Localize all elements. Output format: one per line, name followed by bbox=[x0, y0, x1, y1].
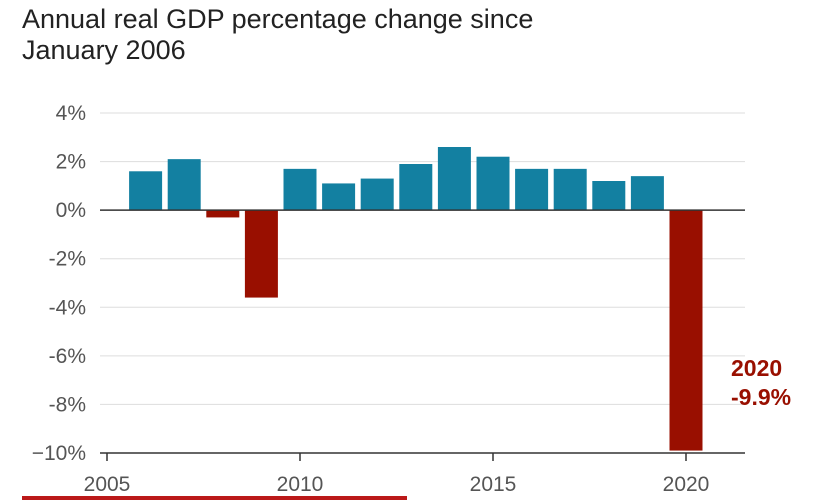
y-tick-label: 0% bbox=[56, 199, 86, 222]
accent-underline bbox=[22, 496, 407, 500]
bar-2016 bbox=[515, 168, 549, 211]
x-tick-label: 2020 bbox=[663, 473, 710, 496]
bar-2007 bbox=[167, 159, 201, 211]
y-tick-label: −10% bbox=[32, 442, 86, 465]
bar-2020 bbox=[669, 210, 703, 451]
bar-2012 bbox=[360, 178, 394, 211]
y-tick-label: -8% bbox=[49, 393, 86, 416]
x-axis-ticks: 2005 2010 2015 2020 bbox=[84, 453, 710, 496]
x-tick-label: 2010 bbox=[277, 473, 324, 496]
y-tick-label: -6% bbox=[49, 345, 86, 368]
bar-2019 bbox=[630, 176, 664, 211]
bar-2009 bbox=[244, 210, 278, 298]
bar-2018 bbox=[592, 181, 626, 211]
bar-2011 bbox=[322, 183, 356, 211]
x-tick-label: 2015 bbox=[470, 473, 517, 496]
bar-2006 bbox=[129, 171, 163, 211]
y-tick-label: -2% bbox=[49, 248, 86, 271]
bar-2008 bbox=[206, 210, 240, 218]
x-tick-label: 2005 bbox=[84, 473, 131, 496]
y-tick-label: -4% bbox=[49, 296, 86, 319]
y-tick-label: 2% bbox=[56, 151, 86, 174]
annotation-year: 2020 bbox=[731, 355, 782, 381]
grid-lines bbox=[100, 112, 745, 405]
annotation-value: -9.9% bbox=[731, 384, 791, 410]
annotation: 2020 -9.9% bbox=[731, 355, 791, 410]
bar-2015 bbox=[476, 156, 510, 211]
bar-2010 bbox=[283, 168, 317, 211]
chart-title: Annual real GDP percentage change since … bbox=[22, 4, 534, 65]
y-axis-ticks: 4% 2% 0% -2% -4% -6% -8% −10% bbox=[32, 102, 86, 465]
bar-2017 bbox=[553, 168, 587, 211]
bars bbox=[129, 147, 703, 451]
axes bbox=[100, 209, 745, 454]
y-tick-label: 4% bbox=[56, 102, 86, 125]
bar-2014 bbox=[437, 147, 471, 211]
bar-2013 bbox=[399, 164, 433, 211]
